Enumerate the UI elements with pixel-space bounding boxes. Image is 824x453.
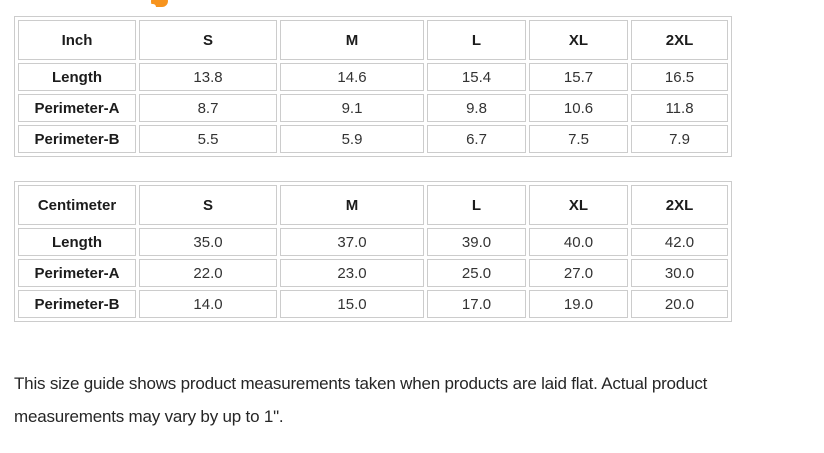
size-table-centimeter: Centimeter S M L XL 2XL Length 35.0 37.0 39.0 40.0…	[14, 181, 732, 322]
measurement-value-cell: 22.0	[139, 259, 277, 287]
size-guide-section: Inch S M L XL 2XL Length 13.8 14.6 15.4 15.7 16.5 Pe…	[14, 16, 812, 433]
measurement-value-cell: 39.0	[427, 228, 526, 256]
measurement-value-cell: 8.7	[139, 94, 277, 122]
measurement-label-cell: Length	[18, 228, 136, 256]
measurement-value-cell: 5.9	[280, 125, 424, 153]
measurement-label-cell: Length	[18, 63, 136, 91]
unit-header-cell: Centimeter	[18, 185, 136, 225]
size-table-inch: Inch S M L XL 2XL Length 13.8 14.6 15.4 15.7 16.5 Pe…	[14, 16, 732, 157]
size-column-header: L	[427, 185, 526, 225]
measurement-value-cell: 9.1	[280, 94, 424, 122]
size-column-header: XL	[529, 20, 628, 60]
table-row: Perimeter-B 5.5 5.9 6.7 7.5 7.9	[18, 125, 728, 153]
size-column-header: L	[427, 20, 526, 60]
measurement-value-cell: 17.0	[427, 290, 526, 318]
measurement-label-cell: Perimeter-B	[18, 125, 136, 153]
size-column-header: 2XL	[631, 185, 728, 225]
measurement-label-cell: Perimeter-A	[18, 94, 136, 122]
measurement-value-cell: 16.5	[631, 63, 728, 91]
table-row: Perimeter-A 8.7 9.1 9.8 10.6 11.8	[18, 94, 728, 122]
measurement-value-cell: 14.0	[139, 290, 277, 318]
measurement-value-cell: 5.5	[139, 125, 277, 153]
table-row: Perimeter-B 14.0 15.0 17.0 19.0 20.0	[18, 290, 728, 318]
header-row: Inch S M L XL 2XL	[18, 20, 728, 60]
size-guide-disclaimer: This size guide shows product measuremen…	[14, 374, 708, 426]
size-column-header: 2XL	[631, 20, 728, 60]
measurement-value-cell: 7.5	[529, 125, 628, 153]
measurement-label-cell: Perimeter-A	[18, 259, 136, 287]
measurement-value-cell: 20.0	[631, 290, 728, 318]
size-column-header: S	[139, 185, 277, 225]
measurement-value-cell: 15.4	[427, 63, 526, 91]
measurement-value-cell: 15.0	[280, 290, 424, 318]
measurement-value-cell: 40.0	[529, 228, 628, 256]
measurement-value-cell: 19.0	[529, 290, 628, 318]
measurement-value-cell: 15.7	[529, 63, 628, 91]
measurement-value-cell: 7.9	[631, 125, 728, 153]
table-row: Length 13.8 14.6 15.4 15.7 16.5	[18, 63, 728, 91]
size-column-header: XL	[529, 185, 628, 225]
measurement-value-cell: 35.0	[139, 228, 277, 256]
measurement-value-cell: 25.0	[427, 259, 526, 287]
measurement-label-cell: Perimeter-B	[18, 290, 136, 318]
measurement-value-cell: 10.6	[529, 94, 628, 122]
size-column-header: S	[139, 20, 277, 60]
measurement-value-cell: 6.7	[427, 125, 526, 153]
measurement-value-cell: 30.0	[631, 259, 728, 287]
table-row: Length 35.0 37.0 39.0 40.0 42.0	[18, 228, 728, 256]
unit-header-cell: Inch	[18, 20, 136, 60]
measurement-value-cell: 14.6	[280, 63, 424, 91]
measurement-value-cell: 23.0	[280, 259, 424, 287]
size-column-header: M	[280, 20, 424, 60]
header-row: Centimeter S M L XL 2XL	[18, 185, 728, 225]
measurement-value-cell: 27.0	[529, 259, 628, 287]
measurement-value-cell: 13.8	[139, 63, 277, 91]
table-row: Perimeter-A 22.0 23.0 25.0 27.0 30.0	[18, 259, 728, 287]
cropped-heading-glyph	[151, 0, 168, 7]
measurement-value-cell: 42.0	[631, 228, 728, 256]
measurement-value-cell: 9.8	[427, 94, 526, 122]
measurement-value-cell: 37.0	[280, 228, 424, 256]
measurement-value-cell: 11.8	[631, 94, 728, 122]
size-column-header: M	[280, 185, 424, 225]
